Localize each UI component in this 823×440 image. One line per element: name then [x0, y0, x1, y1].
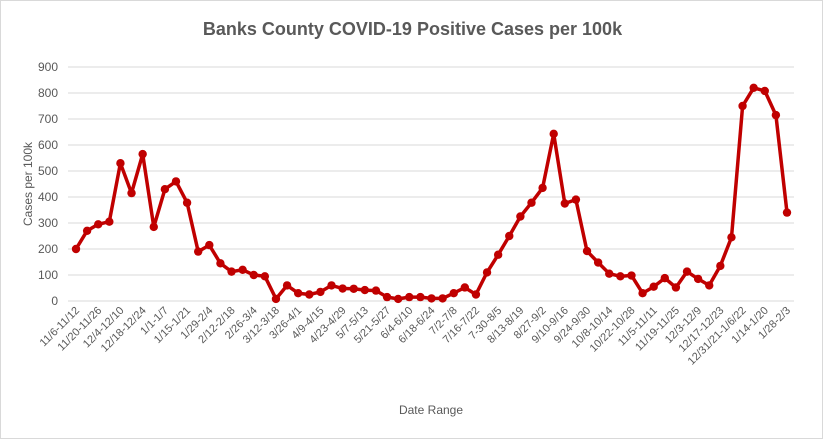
data-point — [560, 199, 570, 208]
data-point — [549, 129, 558, 139]
data-point — [471, 290, 481, 299]
data-point — [116, 159, 125, 168]
y-tick-label: 800 — [38, 86, 58, 100]
y-tick-label: 100 — [38, 268, 58, 282]
data-point — [416, 292, 425, 302]
data-point — [516, 212, 525, 221]
data-point — [638, 289, 647, 298]
data-point — [94, 220, 103, 229]
data-point — [271, 294, 281, 304]
data-point — [227, 267, 236, 276]
data-point — [493, 250, 503, 259]
data-point — [405, 292, 414, 302]
data-point — [438, 294, 447, 303]
y-tick-label: 400 — [38, 190, 58, 204]
y-tick-label: 300 — [38, 216, 58, 230]
data-point — [682, 267, 692, 276]
data-point — [160, 185, 170, 194]
data-point — [505, 231, 514, 241]
data-point — [205, 240, 214, 250]
data-point — [338, 284, 347, 293]
data-point — [349, 284, 358, 293]
data-points — [71, 83, 792, 304]
data-point — [427, 294, 436, 303]
y-tick-label: 600 — [38, 138, 58, 152]
data-point — [660, 273, 669, 283]
x-tick-labels: 11/6-11/1211/20-11/2612/4-12/1012/18-12/… — [38, 305, 794, 368]
data-point — [582, 246, 592, 256]
data-point — [616, 272, 625, 281]
data-point — [316, 287, 325, 297]
data-point — [771, 110, 781, 120]
data-point — [705, 281, 714, 290]
data-point — [782, 208, 792, 217]
data-point — [593, 258, 603, 267]
data-point — [216, 259, 225, 268]
x-axis-label: Date Range — [399, 403, 463, 417]
y-tick-label: 700 — [38, 112, 58, 126]
data-point — [249, 270, 258, 280]
data-point — [71, 244, 81, 254]
data-point — [127, 188, 136, 198]
data-point — [727, 233, 736, 242]
data-point — [460, 283, 470, 292]
data-point — [716, 261, 725, 271]
data-point — [282, 281, 292, 290]
y-tick-label: 200 — [38, 242, 58, 256]
data-point — [671, 283, 681, 292]
y-tick-label: 0 — [51, 294, 58, 308]
y-tick-label: 900 — [38, 60, 58, 74]
data-point — [393, 294, 403, 304]
data-point — [371, 286, 381, 295]
data-point — [194, 247, 203, 256]
data-point — [571, 195, 581, 204]
data-point — [327, 281, 336, 290]
data-point — [305, 290, 314, 299]
data-point — [449, 289, 458, 298]
y-axis-label: Cases per 100k — [21, 141, 35, 226]
data-point — [527, 198, 536, 207]
data-point — [627, 271, 636, 280]
data-point — [605, 269, 614, 278]
data-point — [138, 149, 147, 159]
data-point — [360, 285, 370, 295]
data-point — [182, 198, 192, 207]
data-point — [238, 265, 247, 274]
data-point — [82, 226, 92, 235]
y-tick-label: 500 — [38, 164, 58, 178]
data-point — [382, 292, 392, 302]
data-point — [749, 83, 758, 93]
data-point — [538, 183, 547, 193]
data-point — [149, 222, 158, 232]
data-point — [738, 101, 747, 111]
data-point — [693, 274, 703, 284]
data-point — [260, 272, 270, 281]
data-point — [482, 268, 492, 277]
data-point — [760, 86, 769, 96]
data-point — [171, 177, 181, 186]
data-point — [105, 217, 114, 226]
data-point — [649, 282, 658, 291]
data-point — [293, 289, 303, 298]
y-tick-labels: 0 100 200 300 400 500 600 700 800 900 — [38, 60, 58, 308]
chart-title: Banks County COVID-19 Positive Cases per… — [202, 19, 623, 39]
